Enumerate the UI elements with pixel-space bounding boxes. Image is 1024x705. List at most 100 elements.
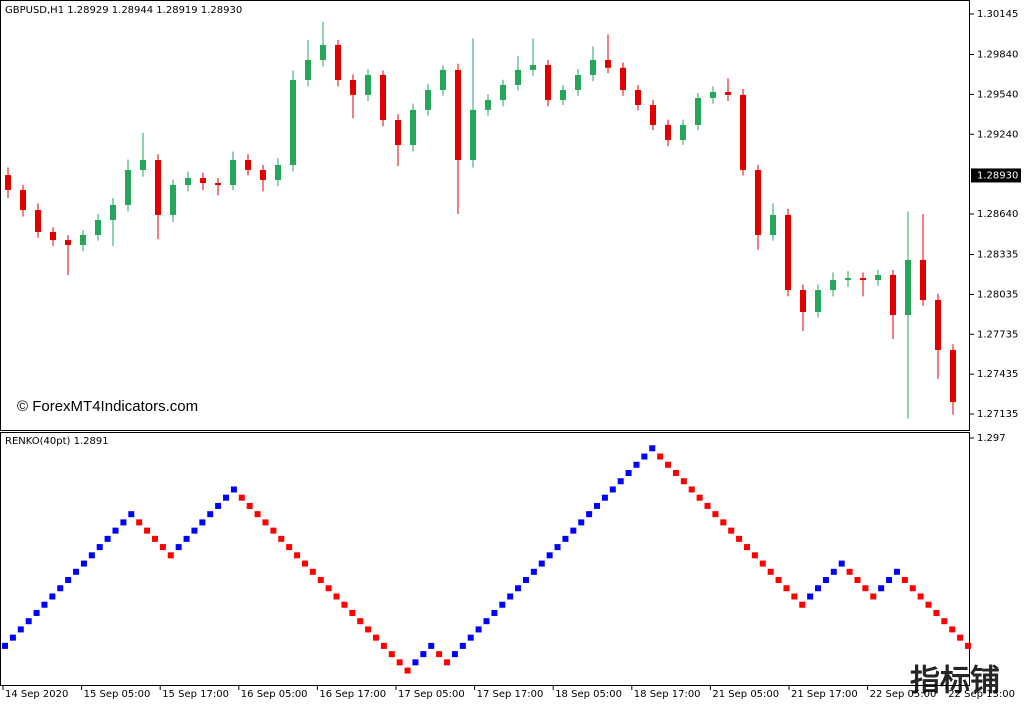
renko-brick [223, 494, 230, 501]
renko-brick [641, 453, 648, 460]
price-panel [0, 0, 970, 431]
renko-brick [128, 511, 135, 518]
renko-brick [862, 585, 869, 592]
candle-body [635, 89, 641, 106]
renko-brick [120, 519, 127, 526]
renko-brick [649, 445, 656, 452]
renko-brick [436, 651, 443, 658]
renko-brick [365, 626, 372, 633]
renko-brick [704, 502, 711, 509]
x-tick-label: 15 Sep 17:00 [162, 689, 229, 700]
renko-brick [878, 585, 885, 592]
renko-brick [404, 667, 411, 674]
candle-body [605, 59, 611, 68]
candle-body [890, 275, 896, 316]
x-tick-label: 14 Sep 2020 [5, 689, 68, 700]
candle-body [755, 170, 761, 236]
renko-brick [822, 577, 829, 584]
candle-body [215, 183, 221, 186]
x-tick-label: 18 Sep 05:00 [555, 689, 622, 700]
candle-body [695, 97, 701, 125]
renko-brick [775, 577, 782, 584]
renko-brick [215, 502, 222, 509]
y-tick-label: 1.27435 [977, 369, 1018, 380]
candle-body [365, 74, 371, 95]
renko-brick [286, 544, 293, 551]
y-tick-label: 1.29840 [977, 49, 1018, 60]
y-tick-label: 1.27735 [977, 329, 1018, 340]
renko-brick [420, 651, 427, 658]
renko-brick [886, 577, 893, 584]
renko-brick [325, 585, 332, 592]
renko-brick [80, 560, 87, 567]
renko-brick [270, 527, 277, 534]
renko-brick [909, 585, 916, 592]
x-tick-label: 17 Sep 17:00 [477, 689, 544, 700]
renko-brick [9, 634, 16, 641]
renko-brick [41, 601, 48, 608]
candle-body [845, 278, 851, 281]
renko-brick [799, 601, 806, 608]
candle-body [245, 160, 251, 171]
candle-body [455, 69, 461, 161]
renko-brick [546, 552, 553, 559]
y-tick-label: 1.28335 [977, 250, 1018, 261]
renko-brick [499, 601, 506, 608]
candle-body [260, 170, 266, 180]
renko-brick [538, 560, 545, 567]
candle-body [80, 235, 86, 245]
candle-body [335, 44, 341, 81]
candle-body [920, 259, 926, 301]
x-tick-label: 16 Sep 05:00 [241, 689, 308, 700]
renko-brick [372, 634, 379, 641]
candle-body [875, 275, 881, 281]
renko-brick [901, 577, 908, 584]
candle-body [680, 124, 686, 140]
renko-brick [672, 469, 679, 476]
renko-brick [507, 593, 514, 600]
candle-body [770, 214, 776, 236]
candle-body [950, 349, 956, 403]
renko-brick [554, 544, 561, 551]
renko-brick [617, 478, 624, 485]
renko-brick [144, 527, 151, 534]
candle-body [95, 219, 101, 236]
x-tick-label: 18 Sep 17:00 [634, 689, 701, 700]
renko-brick [444, 659, 451, 666]
renko-brick [254, 511, 261, 518]
candle-body [65, 240, 71, 245]
renko-brick [73, 568, 80, 575]
renko-brick [301, 560, 308, 567]
renko-brick [49, 593, 56, 600]
renko-brick [483, 618, 490, 625]
renko-brick [183, 535, 190, 542]
candle-body [710, 91, 716, 98]
candle-body [590, 59, 596, 75]
renko-brick [317, 577, 324, 584]
x-tick-label: 15 Sep 05:00 [84, 689, 151, 700]
renko-brick [491, 609, 498, 616]
x-tick-label: 22 Sep 13:00 [948, 689, 1015, 700]
renko-brick [957, 634, 964, 641]
candle-body [380, 74, 386, 121]
candle-body [110, 204, 116, 220]
renko-brick [633, 461, 640, 468]
candle-body [320, 44, 326, 60]
renko-brick [751, 552, 758, 559]
candle-body [545, 64, 551, 100]
renko-brick [104, 535, 111, 542]
candle-body [830, 280, 836, 291]
renko-brick [357, 618, 364, 625]
y-tick-label: 1.27135 [977, 409, 1018, 420]
renko-brick [17, 626, 24, 633]
candle-body [140, 160, 146, 171]
candle-body [740, 94, 746, 171]
candle-body [305, 59, 311, 81]
renko-brick [175, 544, 182, 551]
renko-brick [720, 519, 727, 526]
renko-brick [609, 486, 616, 493]
renko-brick [246, 502, 253, 509]
renko-brick [309, 568, 316, 575]
renko-brick [870, 593, 877, 600]
